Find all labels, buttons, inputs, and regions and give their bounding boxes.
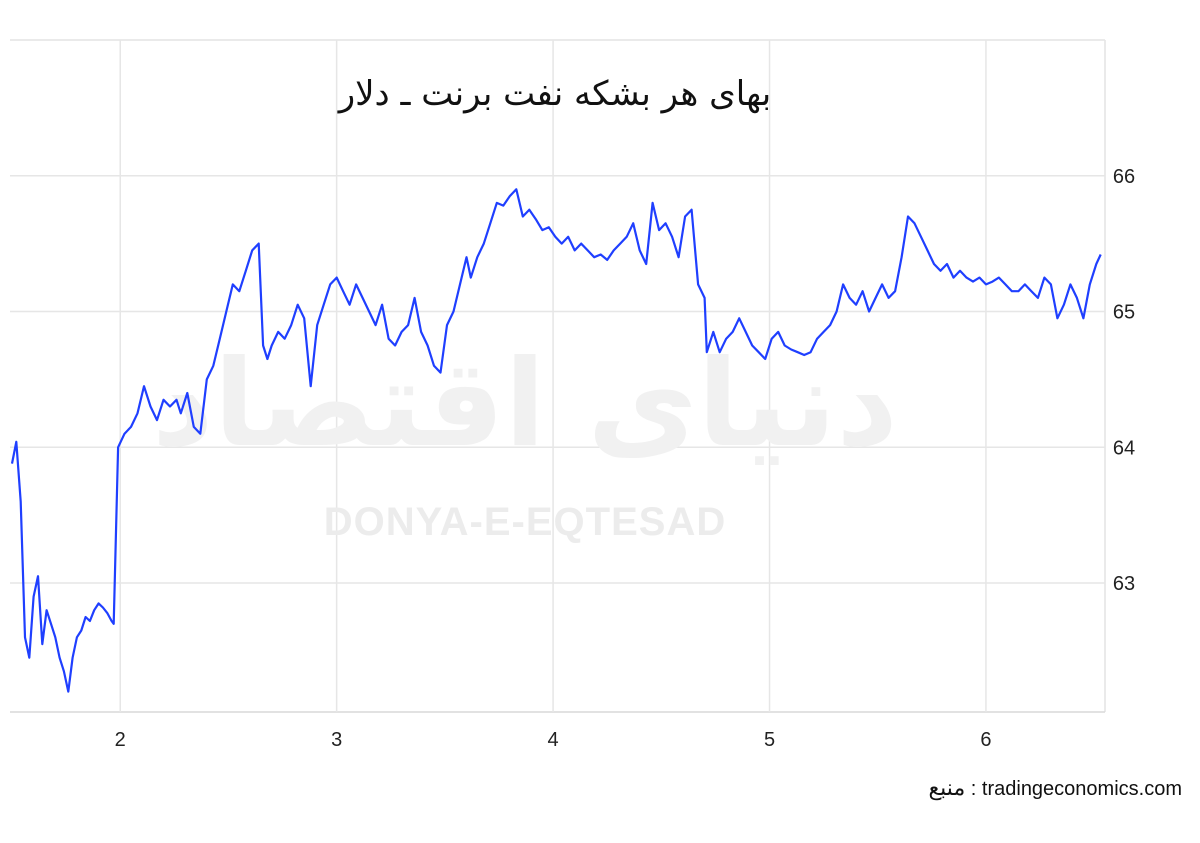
y-tick-label: 64: [1113, 437, 1135, 459]
x-tick-label: 6: [980, 729, 991, 751]
x-tick-label: 2: [115, 729, 126, 751]
source-separator: :: [965, 778, 982, 800]
x-tick-label: 3: [331, 729, 342, 751]
y-tick-label: 63: [1113, 573, 1135, 595]
watermark: دنیای اقتصاد DONYA-E-EQTESAD: [152, 335, 898, 544]
y-axis-ticks: 63 64 65 66: [1113, 166, 1135, 595]
price-series-line: [10, 188, 1102, 693]
y-tick-label: 65: [1113, 302, 1135, 324]
source-label: منبع: [928, 776, 966, 801]
source-site: tradingeconomics.com: [981, 778, 1182, 800]
source-credit: منبع : tradingeconomics.com: [928, 776, 1182, 801]
watermark-persian-text: دنیای اقتصاد: [152, 335, 898, 474]
watermark-latin-text: DONYA-E-EQTESAD: [324, 500, 726, 544]
y-tick-label: 66: [1113, 166, 1135, 188]
x-tick-label: 4: [548, 729, 559, 751]
grid: [10, 40, 1105, 712]
x-tick-label: 5: [764, 729, 775, 751]
x-axis-ticks: 2 3 4 5 6: [115, 729, 992, 751]
series-layer: [10, 188, 1102, 693]
chart-title: بهای هر بشکه نفت برنت ـ دلار: [337, 74, 771, 114]
brent-oil-price-chart: دنیای اقتصاد DONYA-E-EQTESAD بهای هر بشک…: [10, 39, 1135, 751]
